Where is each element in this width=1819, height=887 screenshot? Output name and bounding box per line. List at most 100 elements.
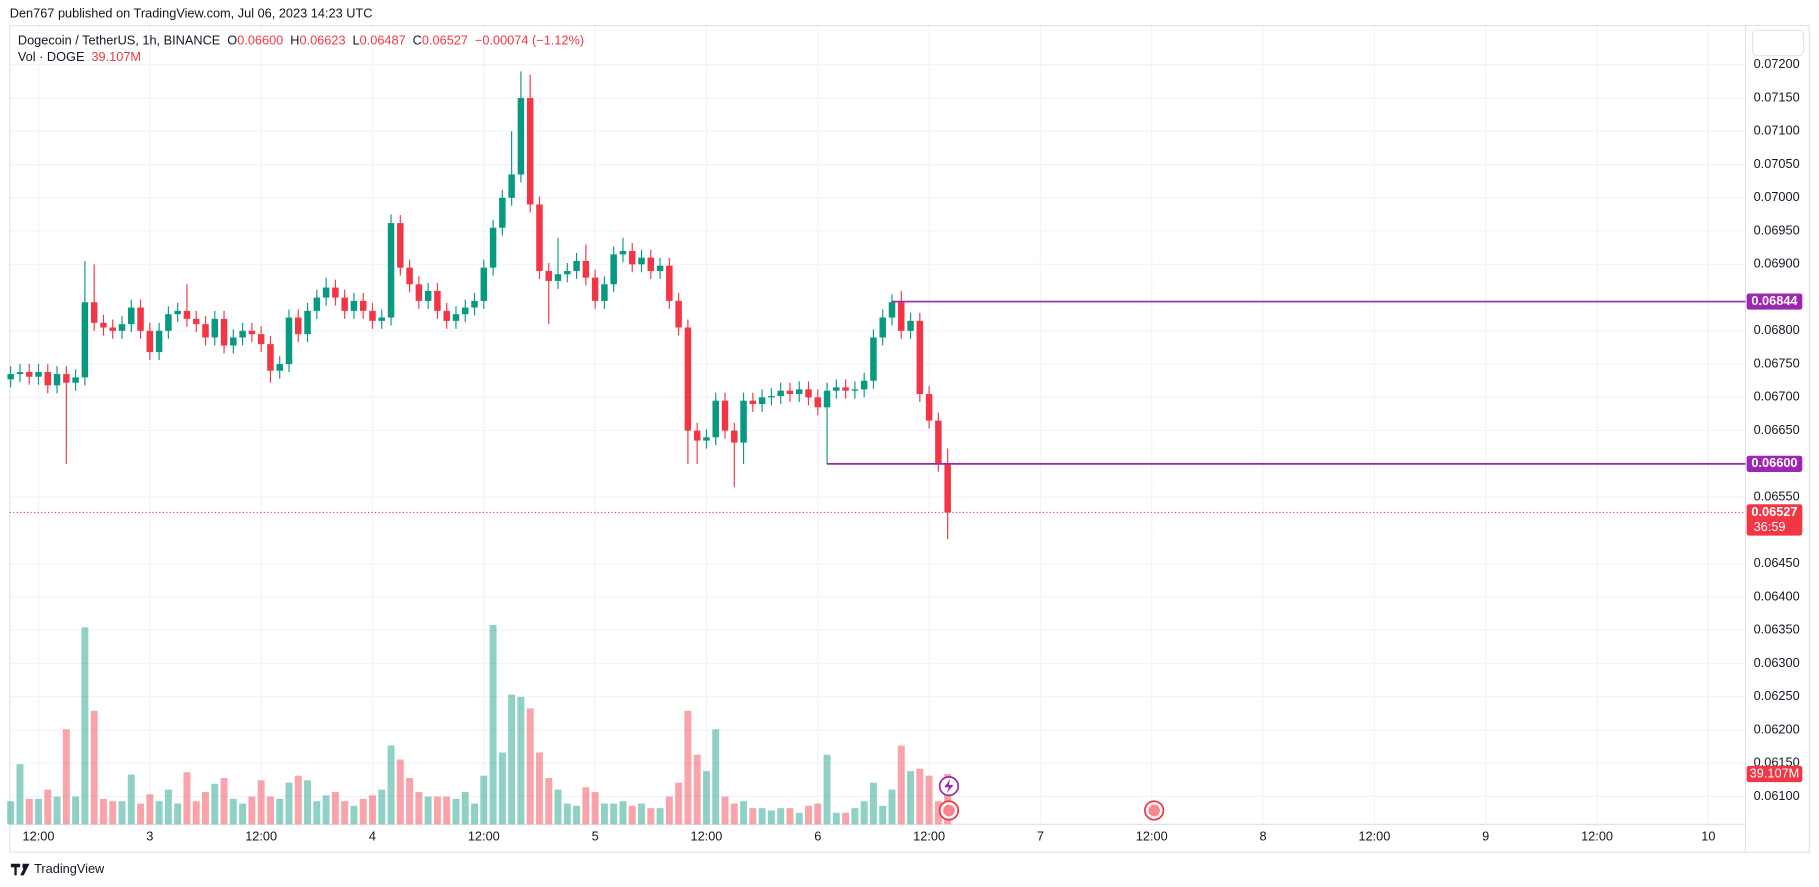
ohlc-value: 0.06600 bbox=[237, 33, 283, 48]
candle-body bbox=[768, 396, 775, 398]
candle-body bbox=[7, 374, 14, 380]
candle-body bbox=[44, 372, 52, 386]
candle-body bbox=[239, 330, 246, 338]
x-tick-label: 12:00 bbox=[468, 829, 500, 844]
x-tick-label: 12:00 bbox=[1358, 829, 1390, 844]
candle-body bbox=[322, 287, 330, 298]
candle-body bbox=[462, 307, 469, 315]
volume-bar bbox=[740, 801, 748, 825]
candle-body bbox=[554, 274, 562, 281]
candle-body bbox=[295, 317, 302, 335]
candle-body bbox=[758, 397, 766, 404]
candle-body bbox=[350, 300, 358, 311]
candle-body bbox=[925, 394, 933, 421]
candle-body bbox=[573, 260, 580, 271]
candle-body bbox=[777, 390, 784, 397]
x-tick-label: 12:00 bbox=[913, 829, 945, 844]
candle-body bbox=[16, 372, 24, 375]
candle-body bbox=[471, 300, 478, 308]
volume-bar bbox=[897, 745, 905, 825]
logo-mark bbox=[10, 863, 30, 876]
candle-body bbox=[823, 390, 831, 408]
candle-body bbox=[675, 300, 682, 328]
candle-body bbox=[545, 270, 552, 281]
volume-bar bbox=[304, 780, 312, 825]
volume-bar bbox=[461, 791, 469, 825]
volume-bar bbox=[350, 805, 358, 825]
volume-bar bbox=[127, 774, 135, 825]
volume-bar bbox=[656, 808, 664, 825]
candle-body bbox=[610, 254, 617, 285]
volume-bar bbox=[16, 764, 24, 825]
footer-brand: TradingView bbox=[34, 861, 105, 876]
volume-bar bbox=[842, 812, 850, 825]
y-tick-label: 0.06900 bbox=[1754, 256, 1800, 271]
volume-bar bbox=[99, 798, 107, 825]
candle-body bbox=[879, 317, 886, 338]
level-label: 0.06844 bbox=[1751, 293, 1798, 308]
volume-bar bbox=[211, 783, 219, 825]
volume-bar bbox=[433, 796, 441, 825]
volume-bar bbox=[619, 801, 627, 825]
y-tick-label: 0.07050 bbox=[1754, 156, 1800, 171]
y-tick-label: 0.07200 bbox=[1754, 56, 1800, 71]
volume-bar bbox=[229, 798, 237, 825]
candle-body bbox=[332, 287, 339, 298]
x-tick-label: 8 bbox=[1260, 829, 1267, 844]
candle-body bbox=[128, 307, 135, 325]
candle-body bbox=[146, 330, 154, 353]
volume-bar bbox=[786, 808, 794, 825]
volume-bar bbox=[805, 805, 812, 825]
volume-bar bbox=[257, 780, 265, 825]
legend-header: Dogecoin / TetherUS, 1h, BINANCE O0.06600… bbox=[18, 33, 584, 48]
y-tick-label: 0.06350 bbox=[1754, 622, 1800, 637]
candle-body bbox=[656, 265, 664, 271]
volume-bar bbox=[378, 789, 386, 825]
candle-body bbox=[397, 223, 404, 268]
candle-body bbox=[313, 297, 321, 311]
candle-body bbox=[628, 251, 636, 265]
volume-bar bbox=[164, 789, 172, 825]
candle-body bbox=[749, 400, 757, 404]
candle-body bbox=[526, 98, 534, 205]
x-tick-label: 10 bbox=[1701, 829, 1715, 844]
volume-bar bbox=[526, 708, 534, 825]
y-tick-label: 0.06800 bbox=[1754, 322, 1800, 337]
y-tick-label: 0.06100 bbox=[1754, 788, 1800, 803]
candle-body bbox=[174, 310, 181, 315]
volume-bar bbox=[7, 801, 15, 825]
last-price-label: 0.06527 bbox=[1751, 504, 1797, 519]
x-tick-label: 7 bbox=[1037, 829, 1044, 844]
candle-body bbox=[220, 318, 228, 346]
candle-body bbox=[582, 260, 590, 278]
volume-bar bbox=[202, 791, 209, 825]
volume-bar bbox=[582, 787, 590, 825]
settings-button[interactable] bbox=[1751, 29, 1805, 57]
y-tick-label: 0.07150 bbox=[1754, 89, 1800, 104]
level-label-box bbox=[1746, 293, 1803, 310]
candle-body bbox=[415, 284, 423, 301]
volume-bar bbox=[53, 796, 61, 825]
volume-bar bbox=[600, 803, 608, 825]
candle-body bbox=[842, 387, 849, 391]
candle-body bbox=[434, 290, 441, 311]
candle-body bbox=[267, 344, 274, 371]
volume-bar bbox=[675, 782, 683, 825]
candle-body bbox=[183, 310, 191, 319]
x-tick-label: 6 bbox=[814, 829, 821, 844]
candle-body bbox=[341, 297, 348, 311]
volume-bar bbox=[118, 801, 126, 825]
volume-bar bbox=[628, 805, 636, 825]
volume-bar bbox=[767, 810, 775, 825]
volume-bar bbox=[508, 694, 516, 825]
volume-bar bbox=[341, 801, 349, 825]
volume-legend: Vol · DOGE 39.107M bbox=[18, 49, 141, 64]
candle-body bbox=[564, 270, 571, 275]
volume-bar bbox=[944, 774, 952, 825]
volume-bar bbox=[72, 796, 80, 825]
volume-bar bbox=[851, 808, 859, 825]
volume-bar bbox=[452, 798, 460, 825]
candle-body bbox=[888, 302, 896, 318]
ohlc-key: O bbox=[227, 33, 237, 48]
